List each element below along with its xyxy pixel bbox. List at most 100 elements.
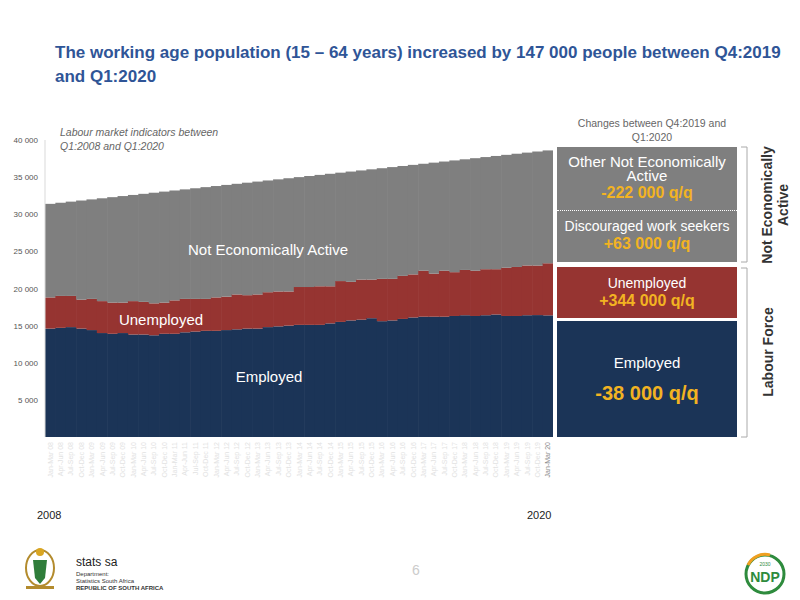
bar-segment bbox=[429, 163, 440, 274]
bar-segment bbox=[315, 175, 326, 286]
bar-segment bbox=[138, 194, 149, 302]
x-tick-label: Apr-Jun 08 bbox=[57, 442, 65, 476]
bar-segment bbox=[356, 170, 367, 279]
bracket bbox=[741, 147, 747, 262]
bar-segment bbox=[397, 319, 408, 437]
bar-segment bbox=[169, 334, 180, 437]
series-label: Employed bbox=[236, 368, 303, 385]
bar-segment bbox=[366, 318, 377, 437]
bar-segment bbox=[335, 281, 346, 322]
bar-segment bbox=[283, 291, 294, 325]
bar-segment bbox=[491, 269, 502, 314]
x-tick-label: Apr-Jun 09 bbox=[99, 442, 107, 476]
bar-segment bbox=[118, 333, 129, 437]
x-tick-label: Jan-Mar 09 bbox=[88, 442, 95, 478]
panel-title: Changes between Q4:2019 and Q1:2020 bbox=[563, 116, 741, 144]
change-value: +63 000 q/q bbox=[604, 234, 691, 254]
bar-segment bbox=[418, 317, 429, 437]
x-tick-label: Oct-Dec 10 bbox=[161, 442, 168, 478]
bar-segment bbox=[45, 297, 56, 328]
bar-segment bbox=[480, 315, 491, 437]
y-axis bbox=[45, 140, 46, 437]
bar-segment bbox=[512, 267, 523, 316]
page-number: 6 bbox=[412, 562, 420, 578]
y-tick-label: 40 000 bbox=[14, 136, 39, 145]
bar-segment bbox=[86, 299, 97, 330]
department-text: Department: bbox=[76, 571, 109, 577]
bar-segment bbox=[76, 329, 87, 437]
bracket bbox=[741, 268, 747, 437]
bar-segment bbox=[346, 282, 357, 321]
bar-segment bbox=[283, 178, 294, 291]
bar-segment bbox=[449, 160, 460, 272]
x-tick-label: Jul-Sep 15 bbox=[358, 442, 366, 476]
bar-segment bbox=[522, 153, 533, 266]
bar-segment bbox=[55, 328, 66, 437]
x-tick-label: Apr-Jun 15 bbox=[347, 442, 355, 476]
x-tick-label: Oct-Dec 14 bbox=[327, 442, 334, 478]
x-tick-label: Oct-Dec 17 bbox=[451, 442, 458, 478]
bar-segment bbox=[501, 316, 512, 437]
x-tick-label: Apr-Jun 13 bbox=[264, 442, 272, 476]
change-label: Other Not Economically Active bbox=[557, 155, 737, 183]
bar-segment bbox=[118, 196, 129, 303]
bar-segment bbox=[470, 271, 481, 316]
bar-segment bbox=[97, 333, 108, 437]
bar-segment bbox=[346, 172, 357, 282]
y-tick-label: 30 000 bbox=[14, 210, 39, 219]
x-tick-label: Oct-Dec 13 bbox=[285, 442, 292, 478]
x-tick-label: Apr-Jun 12 bbox=[223, 442, 231, 476]
bar-segment bbox=[315, 286, 326, 325]
y-tick-label: 10 000 bbox=[14, 359, 39, 368]
bar-segment bbox=[346, 320, 357, 437]
bar-segment bbox=[55, 203, 66, 296]
bar-segment bbox=[325, 286, 336, 323]
x-tick-label: Jul-Sep 08 bbox=[67, 442, 75, 476]
bar-segment bbox=[480, 157, 491, 269]
x-range-label: 2008 bbox=[37, 509, 61, 521]
bar-segment bbox=[66, 202, 77, 296]
bar-segment bbox=[356, 280, 367, 320]
series-label: Not Economically Active bbox=[188, 241, 348, 258]
bar-segment bbox=[86, 199, 97, 298]
bar-segment bbox=[107, 334, 118, 437]
bar-segment bbox=[201, 331, 212, 437]
change-box: Unemployed+344 000 q/q bbox=[557, 267, 737, 318]
x-tick-label: Jul-Sep 11 bbox=[192, 442, 200, 475]
change-box: Discouraged work seekers+63 000 q/q bbox=[557, 210, 737, 262]
bar-segment bbox=[252, 294, 263, 328]
bar-segment bbox=[429, 317, 440, 437]
bar-segment bbox=[221, 330, 232, 437]
x-tick-label: Jan-Mar 18 bbox=[461, 442, 468, 478]
bar-segment bbox=[159, 192, 170, 303]
change-label: Discouraged work seekers bbox=[559, 219, 736, 234]
bar-segment bbox=[273, 291, 284, 326]
x-tick-label: Apr-Jun 17 bbox=[430, 442, 438, 476]
bar-segment bbox=[180, 332, 191, 437]
x-tick-label: Jan-Mar 13 bbox=[254, 442, 261, 478]
bar-segment bbox=[387, 320, 398, 437]
bar-segment bbox=[325, 323, 336, 437]
bar-segment bbox=[66, 296, 77, 327]
change-label: Unemployed bbox=[602, 275, 693, 291]
bar-segment bbox=[211, 331, 222, 437]
x-tick-label: Apr-Jun 10 bbox=[140, 442, 148, 476]
bar-segment bbox=[439, 162, 450, 271]
department-text: REPUBLIC OF SOUTH AFRICA bbox=[76, 585, 164, 591]
bar-segment bbox=[377, 168, 388, 279]
ndp-ring bbox=[746, 555, 784, 593]
bar-segment bbox=[429, 274, 440, 317]
change-label: Employed bbox=[608, 353, 687, 373]
bar-segment bbox=[366, 280, 377, 319]
x-tick-label: Oct-Dec 15 bbox=[368, 442, 375, 478]
bar-segment bbox=[304, 325, 315, 437]
x-tick-label: Jul-Sep 19 bbox=[524, 442, 532, 476]
x-tick-label: Jul-Sep 12 bbox=[233, 442, 241, 476]
x-tick-label: Jan-Mar 19 bbox=[503, 442, 510, 478]
bar-segment bbox=[86, 330, 97, 437]
bar-segment bbox=[211, 297, 222, 330]
bar-segment bbox=[532, 266, 543, 316]
bars bbox=[45, 150, 553, 437]
bar-segment bbox=[543, 150, 553, 263]
bar-segment bbox=[232, 294, 243, 329]
